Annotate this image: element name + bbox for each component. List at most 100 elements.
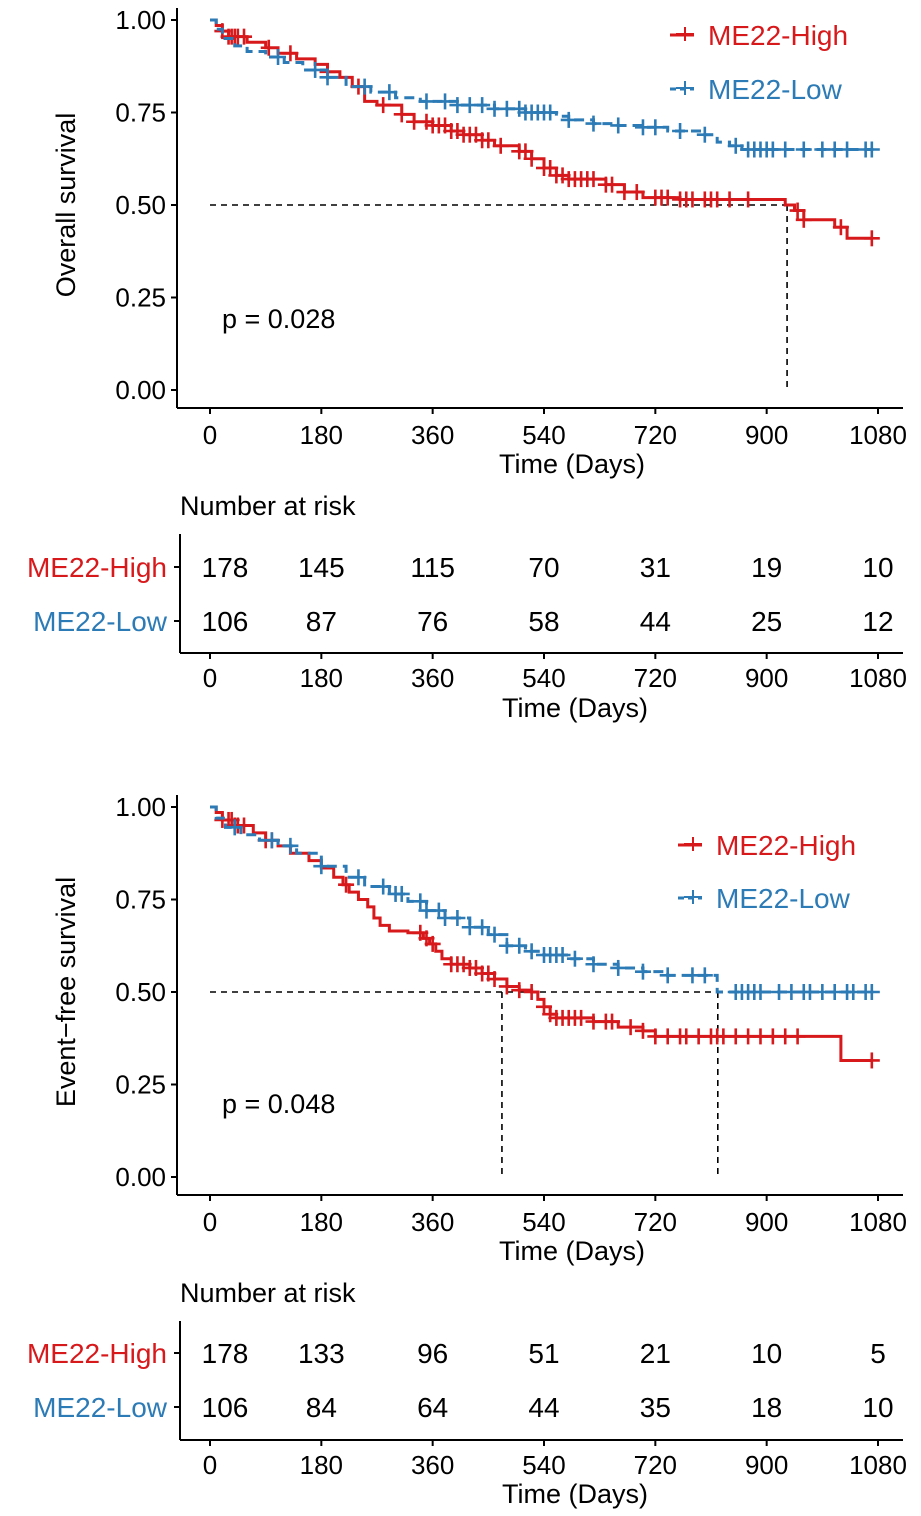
y-tick-label: 0.75 xyxy=(115,885,166,915)
risk-count: 44 xyxy=(640,606,671,637)
risk-count: 145 xyxy=(298,552,345,583)
y-tick-label: 0.00 xyxy=(115,1162,166,1192)
censor-mark-icon xyxy=(236,817,253,834)
risk-x-tick-label: 1080 xyxy=(849,1450,907,1480)
risk-x-tick-label: 900 xyxy=(745,1450,788,1480)
censor-mark-icon xyxy=(350,869,367,886)
y-tick-label: 0.00 xyxy=(115,375,166,405)
os-legend-item-high[interactable]: ME22-High xyxy=(670,20,848,51)
censor-mark-icon xyxy=(659,967,676,984)
censor-mark-icon xyxy=(566,950,583,967)
censor-mark-icon xyxy=(585,171,602,188)
efs-legend-item-high[interactable]: ME22-High xyxy=(678,830,856,861)
risk-count: 178 xyxy=(202,1338,249,1369)
os-legend-label-high: ME22-High xyxy=(708,20,848,51)
censor-mark-icon xyxy=(480,132,497,149)
censor-mark-icon xyxy=(356,78,373,95)
y-tick-label: 0.25 xyxy=(115,1070,166,1100)
risk-x-tick-label: 540 xyxy=(522,1450,565,1480)
risk-x-tick-label: 360 xyxy=(411,1450,454,1480)
risk-x-tick-label: 0 xyxy=(203,663,217,693)
risk-count: 96 xyxy=(417,1338,448,1369)
risk-count: 84 xyxy=(306,1392,337,1423)
censor-mark-icon xyxy=(418,93,435,110)
risk-count: 51 xyxy=(528,1338,559,1369)
censor-mark-icon xyxy=(486,926,503,943)
censor-mark-icon xyxy=(585,115,602,132)
risk-x-tick-label: 180 xyxy=(300,663,343,693)
risk-count: 10 xyxy=(862,1392,893,1423)
censor-mark-icon xyxy=(696,126,713,143)
y-tick-label: 1.00 xyxy=(115,792,166,822)
censor-mark-icon xyxy=(270,49,287,65)
censor-mark-icon xyxy=(260,39,277,56)
x-tick-label: 540 xyxy=(522,420,565,450)
censor-mark-icon xyxy=(282,45,299,62)
risk-count: 115 xyxy=(410,552,455,583)
censor-mark-icon xyxy=(523,943,540,960)
censor-mark-icon xyxy=(573,1009,590,1026)
efs-p-value: p = 0.048 xyxy=(222,1089,335,1119)
x-tick-label: 540 xyxy=(522,1207,565,1237)
x-tick-label: 720 xyxy=(634,420,677,450)
os-risk-row-label-low: ME22-Low xyxy=(33,606,168,637)
efs-panel: Event−free survival Time (Days) p = 0.04… xyxy=(27,792,907,1509)
risk-x-tick-label: 540 xyxy=(522,663,565,693)
censor-mark-icon xyxy=(659,189,676,206)
censor-mark-icon xyxy=(474,97,491,114)
censor-mark-icon xyxy=(511,937,528,954)
efs-risk-x-axis-title: Time (Days) xyxy=(502,1479,648,1509)
risk-x-tick-label: 900 xyxy=(745,663,788,693)
censor-mark-icon xyxy=(634,963,651,980)
efs-risk-row-label-high: ME22-High xyxy=(27,1338,167,1369)
censor-mark-icon xyxy=(789,1028,806,1045)
censor-mark-icon xyxy=(696,967,713,984)
os-legend-item-low[interactable]: ME22-Low xyxy=(670,74,843,105)
y-tick-label: 0.75 xyxy=(115,98,166,128)
censor-mark-icon xyxy=(604,176,621,193)
risk-count: 58 xyxy=(528,606,559,637)
censor-mark-icon xyxy=(554,947,571,963)
censor-mark-icon xyxy=(839,141,856,158)
x-tick-label: 0 xyxy=(203,1207,217,1237)
risk-count: 106 xyxy=(202,1392,249,1423)
censor-mark-icon xyxy=(863,230,880,247)
censor-mark-icon xyxy=(424,935,441,952)
legend-key-low-icon xyxy=(670,81,694,95)
x-tick-label: 720 xyxy=(634,1207,677,1237)
censor-mark-icon xyxy=(795,141,812,158)
efs-legend-item-low[interactable]: ME22-Low xyxy=(678,883,851,914)
censor-mark-icon xyxy=(647,119,664,136)
censor-mark-icon xyxy=(313,858,330,875)
os-risk-row-label-high: ME22-High xyxy=(27,552,167,583)
censor-mark-icon xyxy=(634,1022,651,1039)
censor-mark-icon xyxy=(393,106,410,123)
censor-mark-icon xyxy=(752,984,769,1000)
x-tick-label: 360 xyxy=(411,1207,454,1237)
censor-mark-icon xyxy=(863,141,880,158)
censor-mark-icon xyxy=(672,123,689,139)
os-p-value: p = 0.028 xyxy=(222,304,335,334)
censor-mark-icon xyxy=(486,971,503,988)
censor-mark-icon xyxy=(610,117,627,134)
x-tick-label: 180 xyxy=(300,420,343,450)
censor-mark-icon xyxy=(338,876,355,893)
censor-mark-icon xyxy=(560,111,577,128)
risk-count: 44 xyxy=(528,1392,559,1423)
censor-mark-icon xyxy=(375,878,392,895)
risk-count: 21 xyxy=(640,1338,671,1369)
legend-key-low-icon xyxy=(678,890,702,904)
censor-mark-icon xyxy=(628,184,645,201)
os-y-axis-title: Overall survival xyxy=(51,113,81,298)
censor-mark-icon xyxy=(412,893,429,910)
x-tick-label: 1080 xyxy=(849,1207,907,1237)
censor-mark-icon xyxy=(789,202,806,219)
os-legend-label-low: ME22-Low xyxy=(708,74,843,105)
efs-y-axis-title: Event−free survival xyxy=(51,877,81,1107)
censor-mark-icon xyxy=(523,984,540,1000)
censor-mark-icon xyxy=(622,1019,639,1036)
efs-x-axis-title: Time (Days) xyxy=(499,1236,645,1266)
y-tick-label: 0.25 xyxy=(115,283,166,313)
censor-mark-icon xyxy=(474,919,491,936)
